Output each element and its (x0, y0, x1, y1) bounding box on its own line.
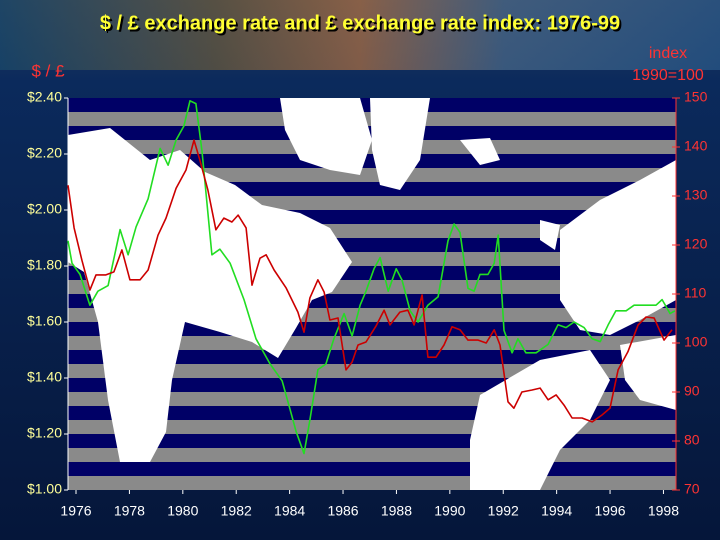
y2-axis-label: 1990=100 (632, 67, 704, 84)
x-tick-label: 1976 (60, 503, 91, 519)
world-map (68, 98, 676, 490)
x-tick-label: 1994 (541, 503, 572, 519)
x-tick-label: 1984 (274, 503, 305, 519)
y2-tick-label: 100 (684, 334, 708, 350)
y-tick-label: $2.20 (27, 145, 62, 161)
y-tick-label: $2.40 (27, 89, 62, 105)
x-tick-label: 1978 (114, 503, 145, 519)
header-image (0, 0, 720, 70)
x-tick-label: 1998 (648, 503, 679, 519)
y2-tick-label: 120 (684, 236, 708, 252)
y2-tick-label: 150 (684, 89, 708, 105)
x-tick-label: 1980 (167, 503, 198, 519)
x-tick-label: 1996 (594, 503, 625, 519)
x-tick-label: 1992 (488, 503, 519, 519)
y-tick-label: $1.00 (27, 481, 62, 497)
x-tick-label: 1990 (434, 503, 465, 519)
y-tick-label: $1.60 (27, 313, 62, 329)
data-line (67, 100, 676, 455)
chart-title-shadow: $ / £ exchange rate and £ exchange rate … (102, 14, 622, 36)
y2-tick-label: 90 (684, 383, 700, 399)
chart-title: $ / £ exchange rate and £ exchange rate … (100, 12, 620, 34)
x-tick-label: 1988 (381, 503, 412, 519)
x-tick-label: 1982 (221, 503, 252, 519)
y-axis-label: $ / £ (31, 61, 65, 80)
y2-axis-label: index (649, 45, 687, 62)
y2-tick-label: 130 (684, 187, 708, 203)
y2-tick-label: 80 (684, 432, 700, 448)
y2-tick-label: 110 (684, 285, 707, 301)
y2-tick-label: 140 (684, 138, 708, 154)
y-tick-label: $1.80 (27, 257, 62, 273)
data-line (67, 139, 673, 423)
y-tick-label: $1.40 (27, 369, 62, 385)
y2-tick-label: 70 (684, 481, 700, 497)
x-tick-label: 1986 (327, 503, 358, 519)
y-tick-label: $1.20 (27, 425, 62, 441)
y-tick-label: $2.00 (27, 201, 62, 217)
